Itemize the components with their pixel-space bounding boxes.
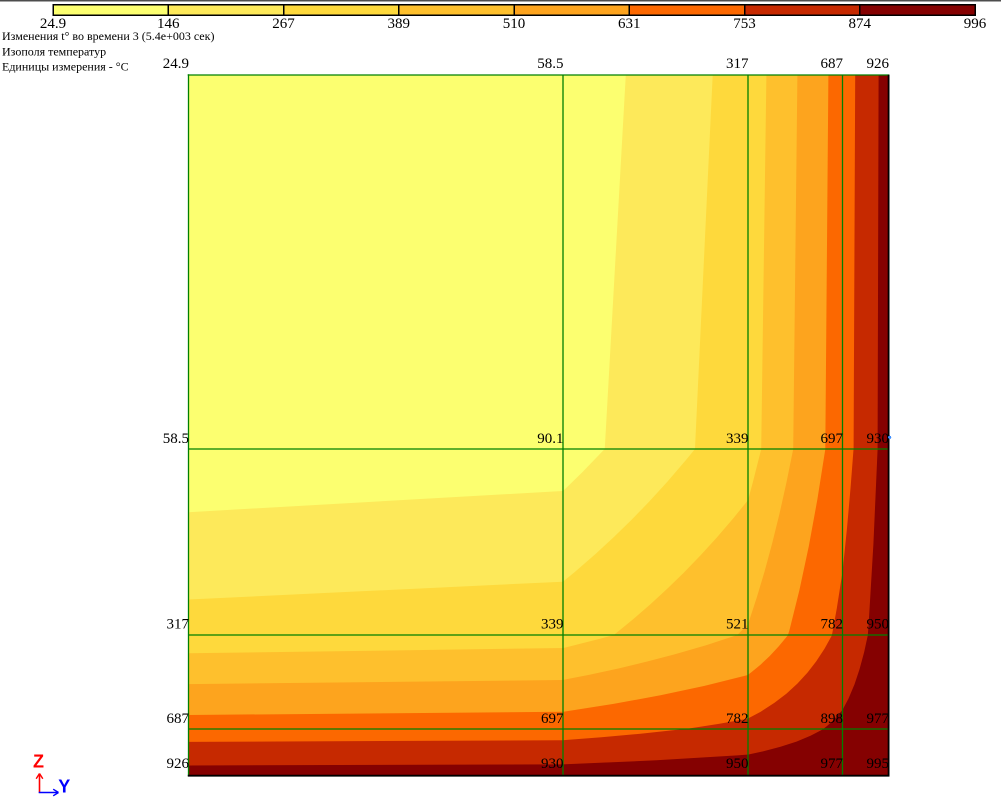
svg-text:753: 753 — [733, 16, 756, 32]
svg-text:898: 898 — [821, 711, 844, 727]
svg-text:267: 267 — [272, 16, 295, 32]
svg-text:930: 930 — [867, 431, 890, 447]
svg-text:24.9: 24.9 — [40, 16, 66, 32]
svg-text:874: 874 — [849, 16, 872, 32]
svg-text:977: 977 — [821, 756, 844, 772]
svg-text:Изменения t° во времени 3 (5.4: Изменения t° во времени 3 (5.4e+003 сек) — [2, 29, 214, 43]
svg-text:950: 950 — [726, 756, 749, 772]
svg-text:Единицы измерения - °C: Единицы измерения - °C — [2, 60, 129, 74]
svg-text:Z: Z — [33, 751, 44, 771]
svg-text:24.9: 24.9 — [163, 56, 189, 72]
svg-text:Y: Y — [58, 776, 70, 796]
svg-text:697: 697 — [541, 711, 564, 727]
svg-text:782: 782 — [821, 617, 844, 633]
svg-text:389: 389 — [388, 16, 411, 32]
svg-text:995: 995 — [867, 756, 890, 772]
svg-text:996: 996 — [964, 16, 987, 32]
svg-text:687: 687 — [167, 711, 190, 727]
svg-text:782: 782 — [726, 711, 749, 727]
svg-text:Изополя температур: Изополя температур — [2, 45, 106, 59]
svg-text:58.5: 58.5 — [163, 431, 189, 447]
svg-text:146: 146 — [157, 16, 180, 32]
svg-text:697: 697 — [821, 431, 844, 447]
svg-text:930: 930 — [541, 756, 564, 772]
svg-text:339: 339 — [726, 431, 749, 447]
svg-text:317: 317 — [726, 56, 749, 72]
svg-text:687: 687 — [821, 56, 844, 72]
svg-text:510: 510 — [503, 16, 526, 32]
svg-text:521: 521 — [726, 617, 749, 633]
svg-text:926: 926 — [867, 56, 890, 72]
svg-text:339: 339 — [541, 617, 564, 633]
svg-text:631: 631 — [618, 16, 641, 32]
svg-text:977: 977 — [867, 711, 890, 727]
svg-text:317: 317 — [167, 617, 190, 633]
svg-text:58.5: 58.5 — [537, 56, 563, 72]
svg-text:950: 950 — [867, 617, 890, 633]
svg-text:90.1: 90.1 — [537, 431, 563, 447]
svg-text:926: 926 — [167, 756, 190, 772]
